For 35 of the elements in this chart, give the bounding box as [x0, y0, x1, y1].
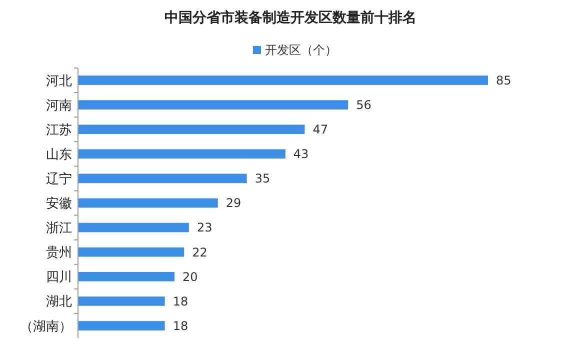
bar	[78, 100, 348, 110]
data-label: 20	[182, 270, 198, 284]
data-label: 18	[172, 318, 188, 333]
y-tick-label: 贵州	[46, 246, 72, 261]
y-tick-label: 湖北	[46, 294, 72, 310]
y-tick-label: 河南	[46, 98, 72, 114]
legend-label: 开发区（个）	[265, 43, 337, 58]
bar	[78, 272, 174, 282]
bar	[78, 149, 286, 159]
data-label: 18	[172, 294, 188, 308]
bar	[78, 296, 165, 306]
bar	[78, 174, 247, 184]
data-label: 85	[496, 73, 512, 88]
y-tick-label: 四川	[46, 270, 72, 286]
y-tick-label: （湖南）	[20, 319, 72, 334]
bar	[78, 198, 218, 208]
y-tick-label: 山东	[46, 147, 72, 162]
chart-title: 中国分省市装备制造开发区数量前十排名	[164, 9, 416, 26]
y-tick-label: 江苏	[46, 122, 72, 138]
bar	[78, 76, 488, 85]
bar	[78, 222, 189, 232]
data-label: 23	[196, 220, 212, 235]
y-tick-label: 安徽	[46, 196, 72, 212]
y-tick-label: 辽宁	[46, 171, 72, 188]
bar	[78, 321, 165, 330]
data-label: 43	[293, 147, 309, 162]
data-label: 35	[254, 172, 270, 186]
data-label: 22	[192, 245, 208, 260]
bar	[78, 247, 184, 257]
y-tick-label: 河北	[46, 74, 72, 89]
y-tick-label: 浙江	[46, 221, 72, 236]
bar	[78, 124, 305, 134]
data-label: 47	[312, 122, 328, 137]
data-label: 56	[356, 98, 372, 112]
data-label: 29	[226, 196, 242, 210]
